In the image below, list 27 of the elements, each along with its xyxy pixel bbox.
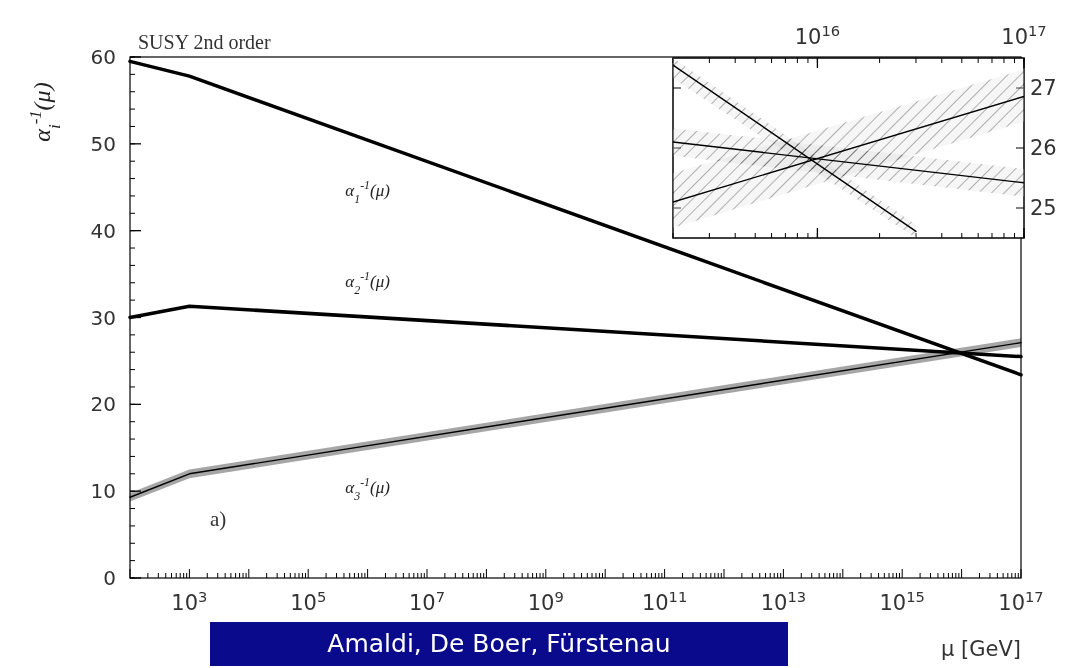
series-label: α$_{2}$$^{-1}$(μ) bbox=[345, 269, 391, 298]
y-tick-label: 40 bbox=[90, 218, 116, 243]
text: Amaldi, De Boer, Fürstenau bbox=[327, 629, 671, 658]
x-tick-label: 10$^{11}$ bbox=[641, 587, 688, 615]
x-tick-label: 10$^{9}$ bbox=[527, 587, 564, 615]
y-tick-label: 26 bbox=[1030, 136, 1057, 161]
y-tick-label: 30 bbox=[90, 305, 116, 330]
chart-title: SUSY 2nd order bbox=[138, 31, 271, 53]
series-label: α$_{3}$$^{-1}$(μ) bbox=[345, 474, 391, 503]
x-tick-label: 10$^{7}$ bbox=[408, 587, 446, 615]
series-label: α$_{1}$$^{-1}$(μ) bbox=[345, 177, 391, 206]
x-tick-label: 10$^{13}$ bbox=[760, 587, 807, 615]
y-tick-label: 10 bbox=[90, 479, 116, 504]
y-tick-label: 0 bbox=[103, 566, 116, 590]
x-tick-label: 10$^{15}$ bbox=[879, 587, 925, 615]
x-tick-label: 10$^{17}$ bbox=[1001, 21, 1047, 49]
x-tick-label: 10$^{3}$ bbox=[171, 587, 208, 615]
y-tick-label: 60 bbox=[90, 45, 116, 69]
y-tick-label: 50 bbox=[90, 131, 116, 156]
annotation: a) bbox=[210, 507, 227, 531]
x-tick-label: 10$^{5}$ bbox=[290, 587, 327, 615]
y-tick-label: 25 bbox=[1030, 196, 1057, 221]
x-tick-label: 10$^{16}$ bbox=[794, 21, 841, 49]
x-axis-title: μ [GeV] bbox=[941, 637, 1021, 661]
x-tick-label: 10$^{17}$ bbox=[998, 587, 1044, 615]
y-tick-label: 20 bbox=[90, 392, 116, 417]
y-tick-label: 27 bbox=[1030, 76, 1057, 101]
